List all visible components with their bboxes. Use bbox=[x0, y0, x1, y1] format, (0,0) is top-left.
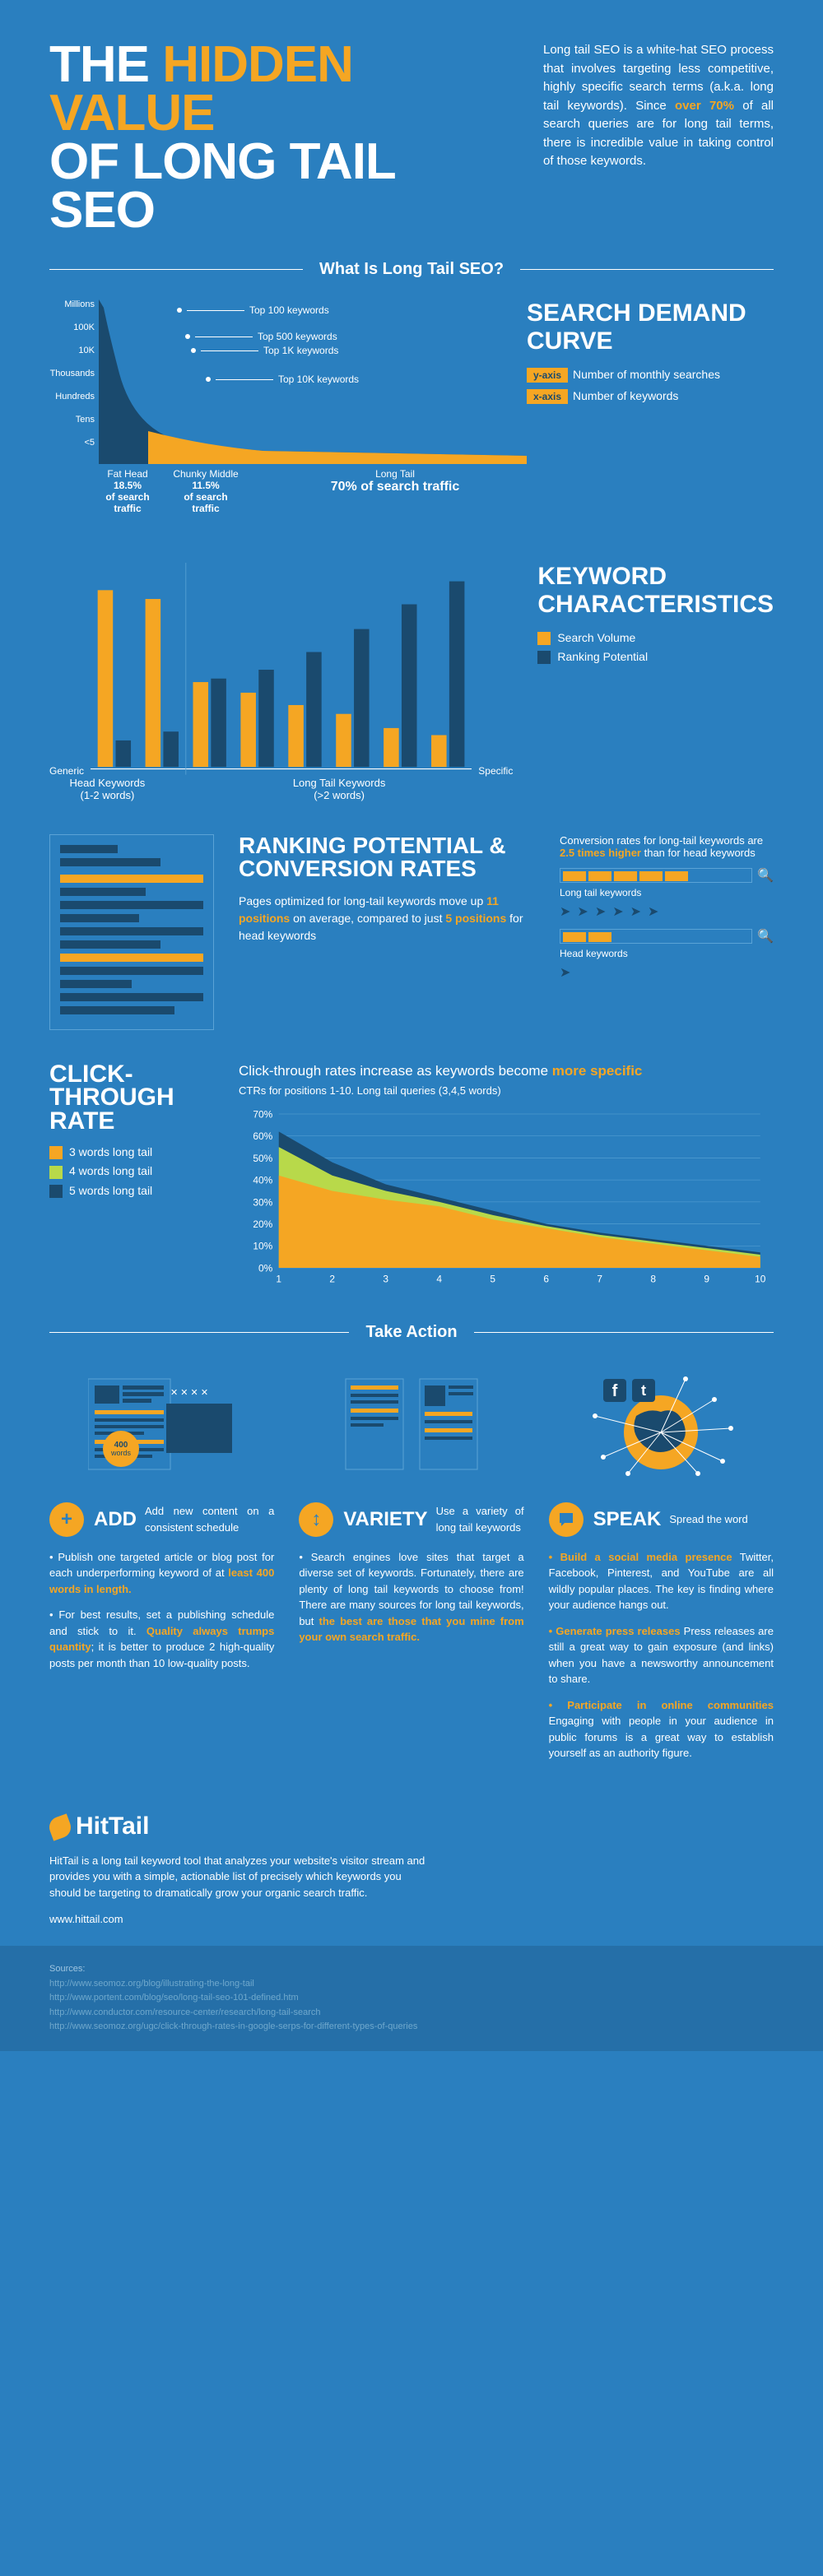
cursors-longtail: ➤➤➤➤➤➤ bbox=[560, 903, 774, 920]
legend-item: Search Volume bbox=[537, 631, 774, 645]
hittail-logo: HitTail bbox=[49, 1812, 774, 1840]
svg-text:30%: 30% bbox=[253, 1196, 272, 1208]
hero-intro: Long tail SEO is a white-hat SEO process… bbox=[543, 41, 774, 235]
cursors-head: ➤ bbox=[560, 964, 774, 981]
legend-item: 5 words long tail bbox=[49, 1184, 214, 1198]
svg-text:f: f bbox=[612, 1382, 618, 1400]
demand-side: SEARCH DEMAND CURVE y-axisNumber of mont… bbox=[527, 299, 774, 530]
kc-tail-label: Long Tail Keywords(>2 words) bbox=[165, 777, 514, 801]
svg-text:2: 2 bbox=[329, 1273, 335, 1284]
svg-text:0%: 0% bbox=[258, 1262, 273, 1274]
page-mockup bbox=[49, 834, 214, 1030]
longtail-bar: 🔍 bbox=[560, 867, 774, 884]
svg-text:60%: 60% bbox=[253, 1130, 272, 1142]
add-illustration: ✕ ✕ ✕ ✕ 400 words bbox=[49, 1362, 274, 1486]
svg-text:40%: 40% bbox=[253, 1174, 272, 1186]
demand-title: SEARCH DEMAND CURVE bbox=[527, 299, 774, 355]
callout: Top 500 keywords bbox=[185, 331, 337, 342]
action-variety: ↕ VARIETY Use a variety of long tail key… bbox=[299, 1362, 523, 1771]
svg-text:6: 6 bbox=[543, 1273, 549, 1284]
kc-side: KEYWORD CHARACTERISTICS Search VolumeRan… bbox=[537, 563, 774, 801]
callout: Top 10K keywords bbox=[206, 374, 359, 385]
speak-illustration: f t bbox=[549, 1362, 774, 1486]
action-add: ✕ ✕ ✕ ✕ 400 words + ADD Add new content … bbox=[49, 1362, 274, 1771]
keyword-characteristics-chart: Generic Specific Head Keywords(1-2 words… bbox=[49, 563, 513, 801]
svg-text:10%: 10% bbox=[253, 1240, 272, 1251]
variety-icon: ↕ bbox=[299, 1502, 333, 1537]
region-label: Chunky Middle11.5%of searchtraffic bbox=[165, 468, 247, 514]
kc-head-label: Head Keywords(1-2 words) bbox=[49, 777, 165, 801]
variety-illustration bbox=[299, 1362, 523, 1486]
divider-take-action: Take Action bbox=[49, 1323, 774, 1342]
add-icon: + bbox=[49, 1502, 84, 1537]
legend-item: Ranking Potential bbox=[537, 650, 774, 664]
svg-text:1: 1 bbox=[276, 1273, 281, 1284]
speak-icon bbox=[549, 1502, 584, 1537]
callout: Top 1K keywords bbox=[191, 345, 338, 356]
search-icon: 🔍 bbox=[757, 867, 774, 884]
legend-item: 4 words long tail bbox=[49, 1164, 214, 1178]
svg-text:7: 7 bbox=[597, 1273, 602, 1284]
demand-curve-chart: Millions100K10KThousandsHundredsTens<5 T… bbox=[49, 299, 502, 530]
svg-text:3: 3 bbox=[383, 1273, 388, 1284]
ctr-side: CLICK-THROUGH RATE 3 words long tail4 wo… bbox=[49, 1063, 214, 1290]
search-icon: 🔍 bbox=[757, 928, 774, 945]
svg-text:9: 9 bbox=[704, 1273, 709, 1284]
svg-text:✕ ✕ ✕ ✕: ✕ ✕ ✕ ✕ bbox=[170, 1388, 208, 1398]
ctr-chart: Click-through rates increase as keywords… bbox=[239, 1063, 774, 1290]
svg-text:10: 10 bbox=[755, 1273, 766, 1284]
svg-text:50%: 50% bbox=[253, 1152, 272, 1163]
hero: THE HIDDEN VALUEOF LONG TAIL SEO Long ta… bbox=[49, 41, 774, 235]
ranking-text: RANKING POTENTIAL & CONVERSION RATES Pag… bbox=[239, 834, 535, 945]
region-label: Long Tail70% of search traffic bbox=[280, 468, 510, 494]
svg-text:5: 5 bbox=[490, 1273, 495, 1284]
conversion-box: Conversion rates for long-tail keywords … bbox=[560, 834, 774, 981]
legend-item: 3 words long tail bbox=[49, 1145, 214, 1159]
svg-text:70%: 70% bbox=[253, 1108, 272, 1120]
svg-text:4: 4 bbox=[436, 1273, 442, 1284]
region-label: Fat Head18.5%of searchtraffic bbox=[99, 468, 156, 514]
sources: Sources: http://www.seomoz.org/blog/illu… bbox=[0, 1946, 823, 2051]
svg-text:8: 8 bbox=[650, 1273, 656, 1284]
svg-text:20%: 20% bbox=[253, 1218, 272, 1229]
leaf-icon bbox=[46, 1813, 73, 1840]
action-speak: f t bbox=[549, 1362, 774, 1771]
svg-text:words: words bbox=[110, 1449, 132, 1457]
svg-text:t: t bbox=[641, 1382, 646, 1399]
footer: HitTail HitTail is a long tail keyword t… bbox=[49, 1812, 774, 1926]
title-line2: OF LONG TAIL SEO bbox=[49, 133, 395, 239]
hero-title: THE HIDDEN VALUEOF LONG TAIL SEO bbox=[49, 41, 510, 235]
divider-what-is: What Is Long Tail SEO? bbox=[49, 260, 774, 279]
callout: Top 100 keywords bbox=[177, 304, 329, 316]
head-bar: 🔍 bbox=[560, 928, 774, 945]
